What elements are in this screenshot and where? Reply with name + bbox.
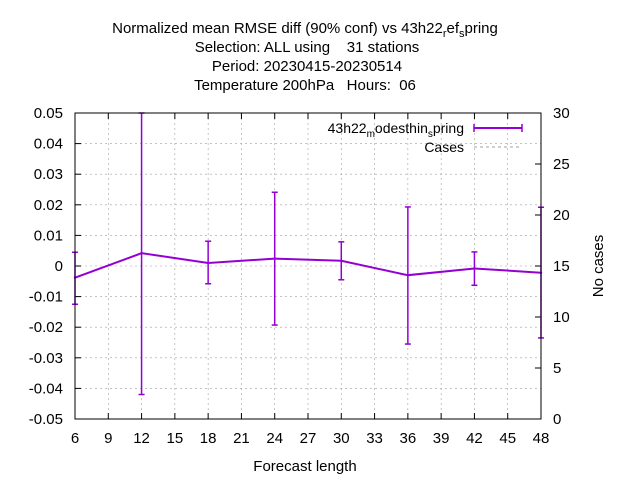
y-left-tick-label: -0.02 [29, 319, 63, 336]
plot-frame [74, 112, 542, 420]
x-tick-label: 30 [333, 430, 350, 447]
x-tick-label: 42 [466, 430, 483, 447]
title-line-2: Selection: ALL using 31 stations [195, 39, 420, 56]
y-left-tick-label: 0.05 [34, 105, 63, 122]
x-tick-label: 18 [200, 430, 217, 447]
x-tick-label: 15 [167, 430, 184, 447]
y-left-tick-label: 0.02 [34, 197, 63, 214]
y-left-tick-label: 0.04 [34, 136, 63, 153]
y-right-tick-label: 25 [553, 156, 570, 173]
data-point [206, 261, 210, 265]
y-right-tick-label: 10 [553, 309, 570, 326]
x-tick-label: 24 [266, 430, 283, 447]
data-point [406, 273, 410, 277]
y-left-tick-label: -0.04 [29, 380, 63, 397]
data-point [140, 251, 143, 255]
title-line-1: Normalized mean RMSE diff (90% conf) vs … [112, 20, 498, 40]
y-right-tick-label: 5 [553, 360, 561, 377]
legend-label-cases: Cases [424, 139, 464, 155]
y-right-tick-label: 20 [553, 207, 570, 224]
y-left-tick-label: 0 [55, 258, 63, 275]
chart-title: Normalized mean RMSE diff (90% conf) vs … [112, 20, 498, 94]
x-tick-label: 9 [104, 430, 112, 447]
y-right-tick-label: 0 [553, 411, 561, 428]
data-point [473, 267, 476, 270]
title-line-4: Temperature 200hPa Hours: 06 [194, 77, 416, 94]
x-tick-label: 33 [366, 430, 383, 447]
y-left-tick-label: 0.03 [34, 166, 63, 183]
y-left-tick-label: -0.01 [29, 289, 63, 306]
title-line-3: Period: 20230415-20230514 [212, 58, 402, 75]
legend: 43h22modesthinspring Cases [328, 120, 523, 155]
y-right-tick-label: 15 [553, 258, 570, 275]
y-left-tick-label: -0.03 [29, 350, 63, 367]
x-tick-label: 12 [133, 430, 150, 447]
x-tick-label: 39 [433, 430, 450, 447]
series-line [74, 252, 542, 279]
grid [75, 113, 541, 419]
legend-label-rmse: 43h22modesthinspring [328, 120, 464, 140]
y-left-tick-label: -0.05 [29, 411, 63, 428]
legend-sample-rmse [473, 124, 523, 132]
y-right-axis-label: No cases [590, 235, 607, 298]
x-tick-label: 27 [300, 430, 317, 447]
y-right-tick-label: 30 [553, 105, 570, 122]
ticks: 6 9 12 15 18 21 24 27 30 33 36 39 42 45 48 0.05 0.04 0.03… [29, 105, 570, 447]
x-tick-label: 36 [400, 430, 417, 447]
y-left-tick-label: 0.01 [34, 227, 63, 244]
x-tick-label: 6 [71, 430, 79, 447]
x-tick-label: 21 [233, 430, 250, 447]
x-tick-label: 45 [499, 430, 516, 447]
data-point [340, 259, 343, 262]
data-point [273, 257, 276, 260]
x-axis-label: Forecast length [253, 458, 356, 475]
x-tick-label: 48 [533, 430, 550, 447]
